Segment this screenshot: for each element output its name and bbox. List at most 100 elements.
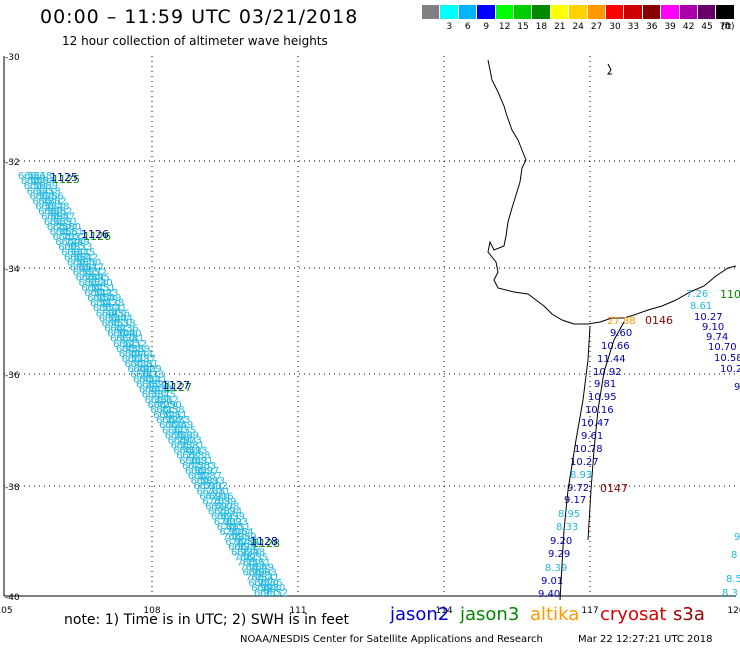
- swh-label-west: 6.58: [191, 476, 213, 487]
- swh-label-west: 6.69: [177, 430, 199, 441]
- swh-label-west: 6.36: [145, 395, 167, 406]
- colorbar-swatch: [587, 5, 606, 19]
- swh-label-east-a: 9.72: [567, 483, 589, 494]
- swh-label-west: 6.51: [229, 522, 251, 533]
- swh-label-west: 6.41: [173, 446, 195, 457]
- swh-label-west: 6.68: [30, 171, 52, 182]
- colorbar-label: 36: [646, 22, 658, 32]
- swh-label-west: 6.36: [136, 380, 158, 391]
- colorbar-swatch: [624, 5, 643, 19]
- colorbar-unit: (ft): [721, 22, 735, 32]
- lat-tick-label: -34: [5, 265, 20, 275]
- swh-label-west: 6.61: [179, 446, 201, 457]
- swh-label-west: 6.40: [148, 400, 170, 411]
- swh-label-west: 6.93: [214, 517, 236, 528]
- island-outline: [607, 63, 612, 75]
- swh-label-west: 6.41: [105, 303, 127, 314]
- track-line: [559, 325, 591, 601]
- swh-label-east-a: 10.47: [581, 418, 610, 429]
- legend-sat-jason2: jason2: [390, 604, 450, 625]
- swh-label-east-b: 10.27: [694, 312, 723, 323]
- colorbar-swatch: [550, 5, 570, 19]
- swh-label-west: 6.97: [211, 502, 233, 513]
- pass-time-west: 1128: [252, 537, 280, 550]
- swh-label-west: 6.45: [73, 247, 95, 258]
- pass-time-east: 0147: [600, 482, 628, 495]
- colorbar-label: 24: [572, 22, 584, 32]
- swh-label-east-b: 10.70: [708, 342, 737, 353]
- pass-time-west: 1125: [50, 171, 78, 184]
- swh-label-west: 7.08: [245, 573, 267, 584]
- colorbar-label: 9: [483, 22, 490, 32]
- legend-sat-s3a: s3a: [673, 604, 705, 625]
- swh-label-west: 6.28: [162, 415, 184, 426]
- swh-label-west: 7.06: [225, 527, 247, 538]
- swh-label-west: 6.51: [76, 263, 98, 274]
- swh-label-east-b: 9.10: [702, 322, 724, 333]
- swh-label-west: 6.99: [242, 568, 264, 579]
- lat-tick-label: -32: [5, 158, 20, 168]
- swh-label-west: 6.63: [254, 568, 276, 579]
- swh-label-west: 6.69: [27, 176, 49, 187]
- swh-label-west: 6.64: [47, 212, 69, 223]
- swh-label-west: 6.43: [124, 359, 146, 370]
- swh-label-west: 6.33: [171, 441, 193, 452]
- swh-label-west: 6.33: [156, 405, 178, 416]
- swh-label-west: 6.36: [122, 344, 144, 355]
- swh-label-west: 6.38: [102, 298, 124, 309]
- colorbar-swatch: [642, 5, 662, 19]
- swh-label-east-b: 9: [734, 382, 740, 393]
- swh-label-west: 6.45: [182, 461, 204, 472]
- swh-label-west: 6.55: [35, 202, 57, 213]
- pass-time-edge: 110: [720, 288, 740, 301]
- colorbar-swatch: [698, 5, 717, 19]
- lat-tick-label: -38: [5, 483, 20, 493]
- swh-label-west: 6.40: [133, 364, 155, 375]
- lat-tick-label: -36: [5, 371, 20, 381]
- swh-label-west: 6.51: [18, 171, 40, 182]
- swh-label-west: 6.37: [162, 425, 184, 436]
- swh-label-east-b: 10.2: [720, 364, 740, 375]
- swh-label-east-a: 8.93: [570, 470, 592, 481]
- swh-label-west: 6.94: [234, 542, 256, 553]
- swh-label-west: 6.47: [110, 334, 132, 345]
- colorbar-swatch: [532, 5, 551, 19]
- swh-label-west: 6.68: [58, 242, 80, 253]
- pass-time-west: 1128: [250, 535, 278, 548]
- colorbar-label: 42: [682, 22, 695, 32]
- swh-label-west: 7.08: [217, 502, 239, 513]
- swh-label-west: 6.99: [237, 547, 259, 558]
- pass-time-west: 1126: [81, 228, 109, 241]
- colorbar-swatch: [495, 5, 514, 19]
- swh-label-west: 6.81: [197, 476, 219, 487]
- swh-label-west: 6.55: [260, 588, 282, 599]
- swh-label-west: 6.54: [251, 573, 273, 584]
- swh-label-west: 7.02: [220, 517, 242, 528]
- swh-label-west: 6.58: [177, 441, 199, 452]
- colorbar-label: 21: [554, 22, 566, 32]
- swh-label-west: 6.99: [251, 583, 273, 594]
- swh-label-west: 6.94: [248, 578, 270, 589]
- swh-label-west: 6.61: [165, 410, 187, 421]
- swh-label-west: 6.31: [136, 359, 158, 370]
- swh-label-west: 6.66: [36, 191, 58, 202]
- swh-label-west: 6.36: [130, 359, 152, 370]
- swh-label-west: 6.55: [246, 552, 268, 563]
- swh-label-west: 6.72: [55, 237, 77, 248]
- swh-label-west: 6.57: [65, 232, 87, 243]
- swh-label-west: 6.69: [205, 502, 227, 513]
- swh-label-west: 6.53: [84, 278, 106, 289]
- swh-label-edge: 9: [734, 532, 740, 543]
- swh-label-west: 6.52: [59, 232, 81, 243]
- swh-label-west: 6.93: [226, 517, 248, 528]
- swh-label-west: 6.93: [185, 446, 207, 457]
- swh-label-west: 6.60: [87, 293, 109, 304]
- swh-label-west: 6.45: [102, 308, 124, 319]
- swh-label-west: 6.62: [50, 207, 72, 218]
- swh-label-west: 6.57: [79, 268, 101, 279]
- swh-label-west: 6.34: [151, 385, 173, 396]
- lat-tick-label: -30: [5, 53, 20, 63]
- swh-label-west: 6.28: [176, 451, 198, 462]
- swh-label-west: 6.99: [223, 512, 245, 523]
- swh-label-west: 7.03: [208, 496, 230, 507]
